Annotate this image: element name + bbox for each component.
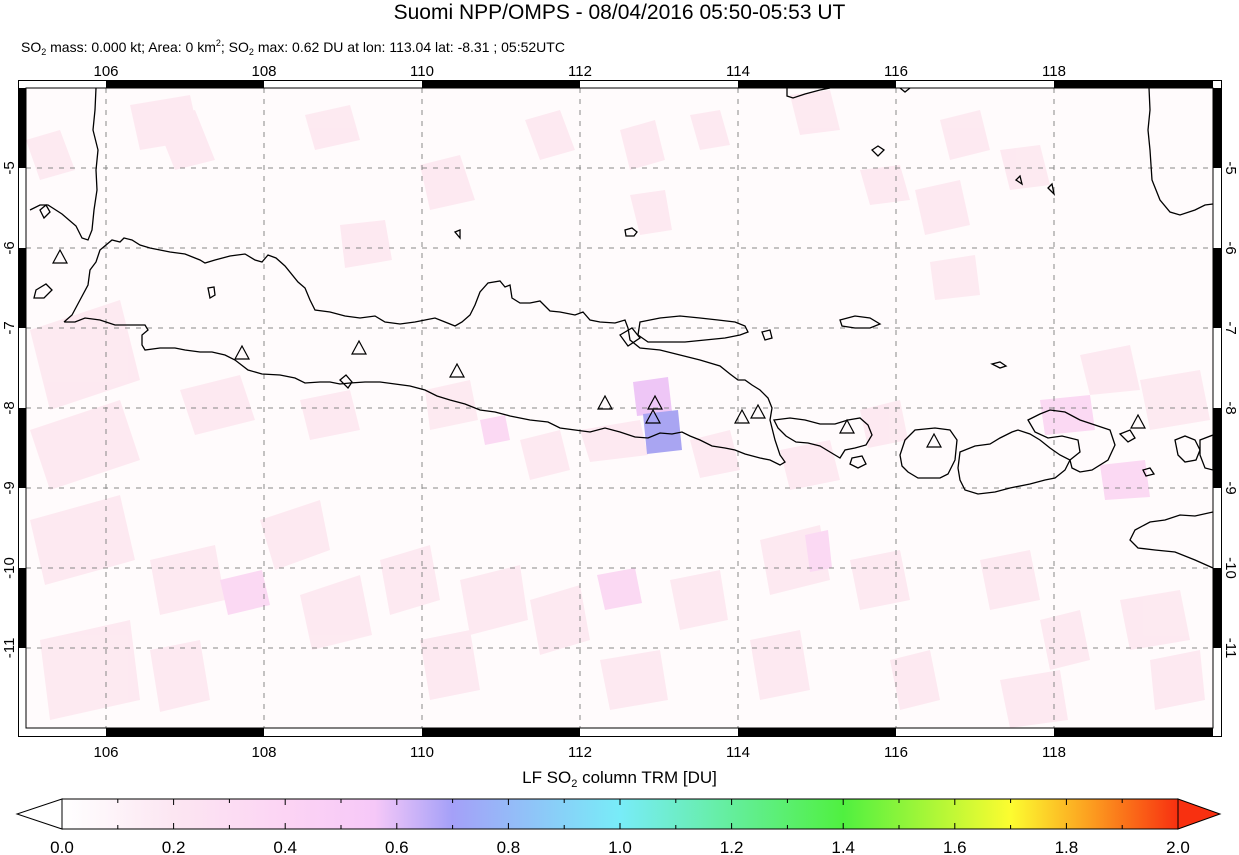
volcano-icon	[350, 339, 368, 355]
lon-labels-bottom: 106 108 110 112 114 116 118	[93, 744, 1065, 761]
lon-labels-top: 106 108 110 112 114 116 118	[93, 63, 1065, 80]
svg-text:-8: -8	[1222, 401, 1239, 414]
svg-text:-6: -6	[1, 241, 18, 254]
svg-text:0.0: 0.0	[50, 838, 74, 855]
so2-pixels	[26, 90, 1210, 728]
svg-text:110: 110	[410, 744, 434, 761]
svg-text:108: 108	[251, 63, 276, 80]
svg-text:118: 118	[1042, 63, 1066, 80]
lat-labels-right: -5 -6 -7 -8 -9 -10 -11	[1222, 161, 1239, 658]
gridlines	[26, 88, 1213, 728]
svg-text:-7: -7	[1, 321, 18, 334]
svg-text:1.8: 1.8	[1055, 838, 1079, 855]
so2-pixel-0-40	[633, 377, 672, 416]
svg-text:-5: -5	[1222, 161, 1239, 174]
svg-text:0.6: 0.6	[385, 838, 409, 855]
lat-labels-left: -5 -6 -7 -8 -9 -10 -11	[1, 161, 18, 658]
svg-text:116: 116	[884, 744, 908, 761]
svg-text:0.4: 0.4	[273, 838, 297, 855]
colorbar-title: LF SO2 column TRM [DU]	[522, 768, 717, 790]
volcano-icon	[925, 432, 943, 448]
svg-text:114: 114	[726, 744, 750, 761]
volcano-markers	[51, 248, 1147, 448]
chart-title: Suomi NPP/OMPS - 08/04/2016 05:50-05:53 …	[393, 1, 846, 24]
svg-text:112: 112	[568, 63, 592, 80]
volcano-icon	[51, 248, 69, 264]
svg-text:-10: -10	[1222, 557, 1239, 579]
volcano-icon	[749, 403, 767, 419]
so2-pixel-max-0-62	[643, 410, 682, 454]
volcano-icon	[596, 394, 614, 410]
colorbar-max-arrow	[1177, 798, 1222, 830]
svg-text:118: 118	[1042, 744, 1066, 761]
colorbar-tick-labels: 0.0 0.2 0.4 0.6 0.8 1.0 1.2 1.4 1.6 1.8 …	[50, 838, 1190, 855]
svg-text:1.2: 1.2	[720, 838, 744, 855]
svg-text:0.8: 0.8	[497, 838, 521, 855]
svg-text:1.0: 1.0	[608, 838, 632, 855]
svg-text:2.0: 2.0	[1166, 838, 1190, 855]
svg-text:-9: -9	[1222, 481, 1239, 494]
volcano-icon	[838, 418, 856, 434]
volcano-icon	[1129, 413, 1147, 429]
svg-text:112: 112	[568, 744, 592, 761]
volcano-icon	[448, 362, 466, 378]
svg-text:-11: -11	[1222, 638, 1239, 659]
coastlines	[29, 88, 1213, 569]
svg-text:-6: -6	[1222, 241, 1239, 254]
svg-text:-8: -8	[1, 401, 18, 414]
svg-text:-11: -11	[1, 638, 18, 659]
svg-text:-7: -7	[1222, 321, 1239, 334]
colorbar-min-arrow	[15, 798, 63, 830]
map-frame	[18, 80, 1222, 737]
svg-text:116: 116	[884, 63, 908, 80]
svg-text:-9: -9	[1, 481, 18, 494]
svg-text:106: 106	[93, 63, 118, 80]
colorbar: 0.0 0.2 0.4 0.6 0.8 1.0 1.2 1.4 1.6 1.8 …	[15, 798, 1222, 855]
volcano-icon	[646, 394, 664, 410]
svg-text:108: 108	[251, 744, 276, 761]
svg-text:114: 114	[726, 63, 750, 80]
svg-text:106: 106	[93, 744, 118, 761]
svg-text:1.6: 1.6	[943, 838, 967, 855]
volcano-icon	[733, 408, 751, 424]
svg-text:-10: -10	[1, 557, 18, 579]
svg-text:110: 110	[410, 63, 434, 80]
volcano-icon	[233, 344, 251, 360]
svg-text:0.2: 0.2	[162, 838, 186, 855]
chart-subtitle: SO2 mass: 0.000 kt; Area: 0 km2; SO2 max…	[21, 38, 565, 57]
volcano-icon	[644, 408, 662, 424]
svg-text:1.4: 1.4	[831, 838, 855, 855]
svg-text:-5: -5	[1, 161, 18, 174]
